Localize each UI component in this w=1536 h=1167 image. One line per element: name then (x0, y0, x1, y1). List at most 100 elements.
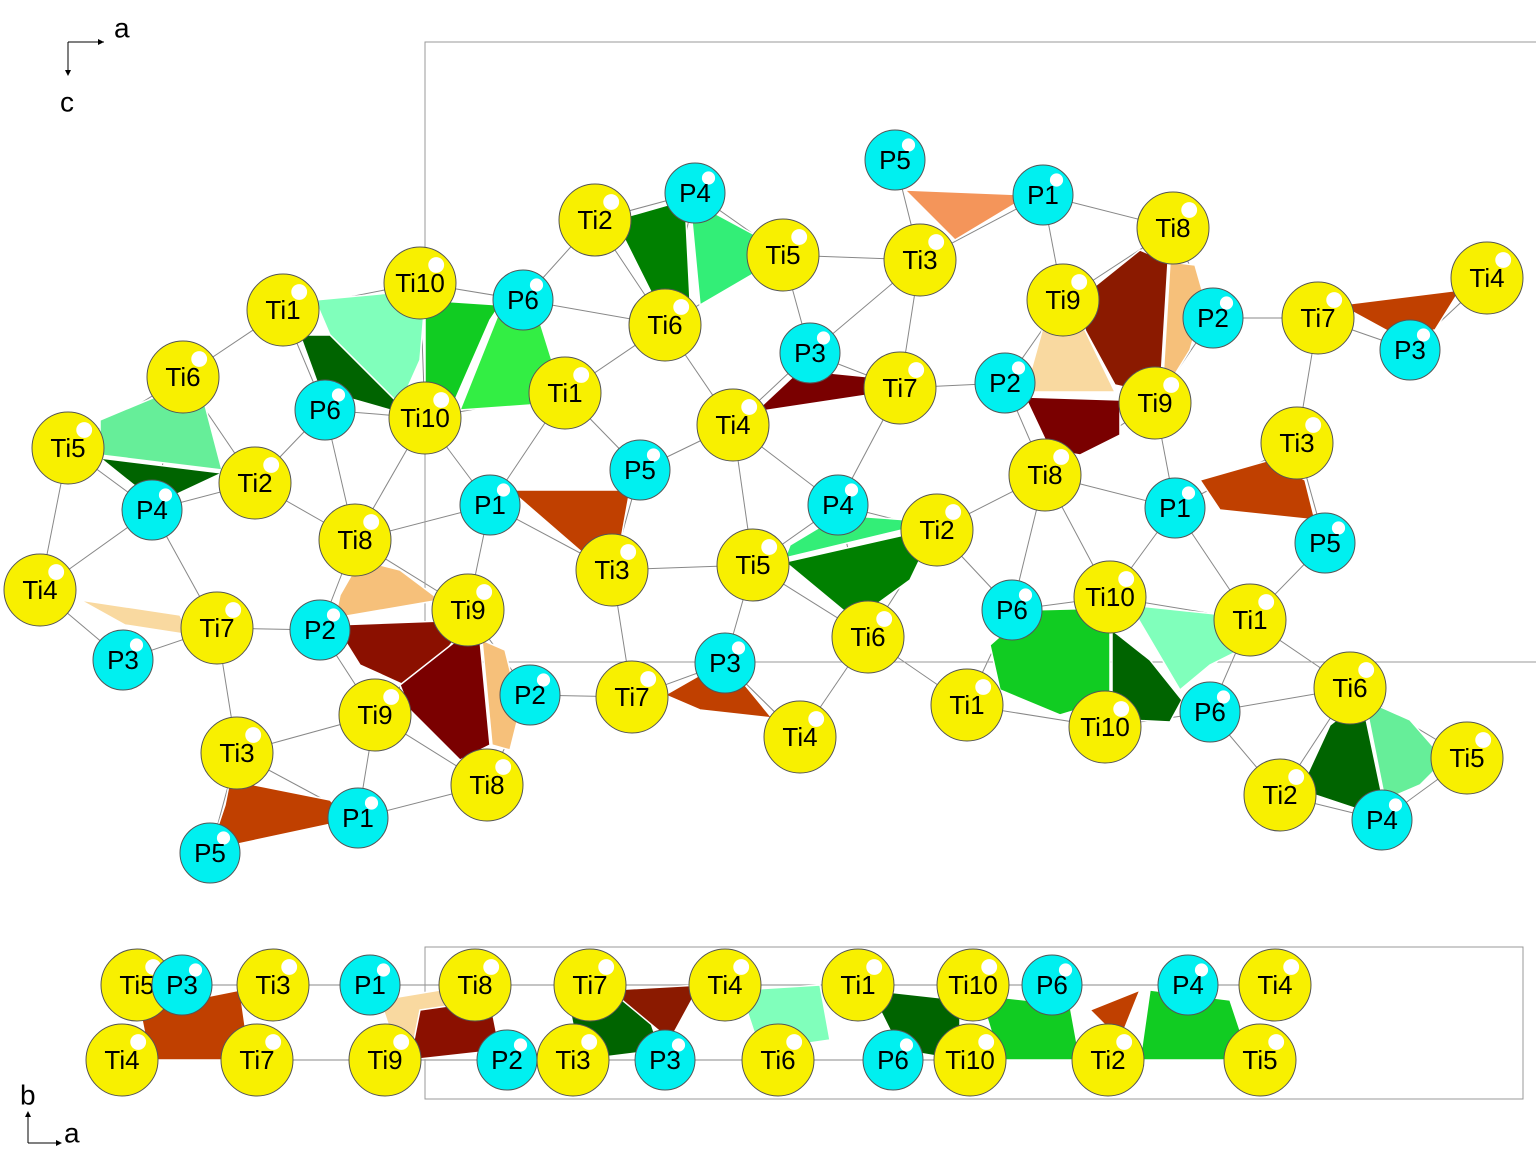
atom: P3 (92, 629, 154, 691)
atom: P1 (1144, 477, 1206, 539)
highlight (844, 483, 859, 497)
highlight (496, 483, 511, 497)
atom-label: Ti3 (219, 738, 254, 768)
atom-label: Ti1 (840, 970, 875, 1000)
atom: Ti9 (431, 573, 505, 647)
highlight (646, 448, 661, 462)
atom-label: P4 (1366, 805, 1398, 835)
highlight (603, 194, 620, 210)
atom: Ti4 (3, 553, 77, 627)
atom-label: P4 (1172, 970, 1204, 1000)
atom-label: Ti1 (1232, 605, 1267, 635)
atom-label: Ti5 (1242, 1045, 1277, 1075)
atom: Ti1 (528, 356, 602, 430)
highlight (733, 959, 750, 975)
atom: Ti8 (1136, 191, 1210, 265)
atom-label: P2 (989, 368, 1021, 398)
atom: Ti8 (1008, 438, 1082, 512)
atom-label: P1 (1159, 493, 1191, 523)
highlight (1058, 963, 1073, 977)
atom-label: Ti4 (707, 970, 742, 1000)
highlight (513, 1038, 528, 1052)
atom: P4 (664, 162, 726, 224)
atom-label: Ti1 (547, 378, 582, 408)
highlight (428, 257, 445, 273)
atom-label: Ti10 (948, 970, 998, 1000)
atom: Ti3 (575, 533, 649, 607)
highlight (1219, 296, 1234, 310)
atom-label: Ti5 (765, 240, 800, 270)
atom: Ti6 (628, 288, 702, 362)
atom-label: P2 (1197, 303, 1229, 333)
atom-label: Ti8 (457, 970, 492, 1000)
highlight (978, 1034, 995, 1050)
atom: Ti3 (883, 223, 957, 297)
highlight (363, 514, 380, 530)
atom-label: P3 (107, 645, 139, 675)
highlight (1011, 361, 1026, 375)
atom: Ti8 (450, 748, 524, 822)
highlight (1326, 292, 1343, 308)
atom: Ti10 (933, 1023, 1007, 1097)
highlight (791, 229, 808, 245)
atom: Ti10 (1068, 690, 1142, 764)
highlight (761, 539, 778, 555)
axis-label: a (64, 1117, 80, 1148)
atom-label: Ti8 (1027, 460, 1062, 490)
atom-label: P6 (877, 1045, 909, 1075)
atom-label: P1 (342, 803, 374, 833)
atom-label: Ti9 (1137, 388, 1172, 418)
highlight (291, 284, 308, 300)
atom-label: Ti3 (555, 1045, 590, 1075)
atom-label: Ti8 (1155, 213, 1190, 243)
atom-label: Ti3 (255, 970, 290, 1000)
highlight (1049, 173, 1064, 187)
atom: P6 (981, 579, 1043, 641)
highlight (263, 457, 280, 473)
atom-label: P5 (1309, 528, 1341, 558)
axis-arrows (27, 1115, 58, 1144)
atom: Ti5 (31, 411, 105, 485)
highlight (1331, 521, 1346, 535)
polyhedron (608, 984, 702, 1042)
atom-label: Ti5 (119, 970, 154, 1000)
atom-label: P5 (194, 838, 226, 868)
atom-label: Ti5 (50, 433, 85, 463)
highlight (1268, 1034, 1285, 1050)
highlight (191, 351, 208, 367)
atom-label: Ti9 (450, 595, 485, 625)
highlight (265, 1034, 282, 1050)
atom: P5 (609, 439, 671, 501)
atom: Ti4 (85, 1023, 159, 1097)
highlight (281, 959, 298, 975)
atom: Ti6 (831, 600, 905, 674)
highlight (816, 331, 831, 345)
atom-label: Ti3 (594, 555, 629, 585)
atom: P6 (862, 1029, 924, 1091)
highlight (908, 362, 925, 378)
atom-label: Ti8 (337, 525, 372, 555)
polyhedron (208, 779, 352, 852)
atom-label: Ti2 (919, 515, 954, 545)
atom: Ti4 (1238, 948, 1312, 1022)
atom: P3 (1379, 319, 1441, 381)
atom-label: Ti10 (400, 403, 450, 433)
atom-label: Ti5 (1449, 743, 1484, 773)
highlight (129, 638, 144, 652)
atom-label: Ti10 (945, 1045, 995, 1075)
atom: Ti2 (1071, 1023, 1145, 1097)
atom-label: Ti7 (882, 373, 917, 403)
atom: Ti6 (741, 1023, 815, 1097)
highlight (1388, 798, 1403, 812)
atom: Ti6 (146, 340, 220, 414)
highlight (899, 1038, 914, 1052)
atom: Ti3 (536, 1023, 610, 1097)
atom: Ti7 (863, 351, 937, 425)
highlight (786, 1034, 803, 1050)
atom-label: P6 (507, 285, 539, 315)
highlight (640, 671, 657, 687)
atom-label: P6 (1036, 970, 1068, 1000)
highlight (598, 959, 615, 975)
atom: P5 (864, 129, 926, 191)
atom: Ti7 (595, 660, 669, 734)
